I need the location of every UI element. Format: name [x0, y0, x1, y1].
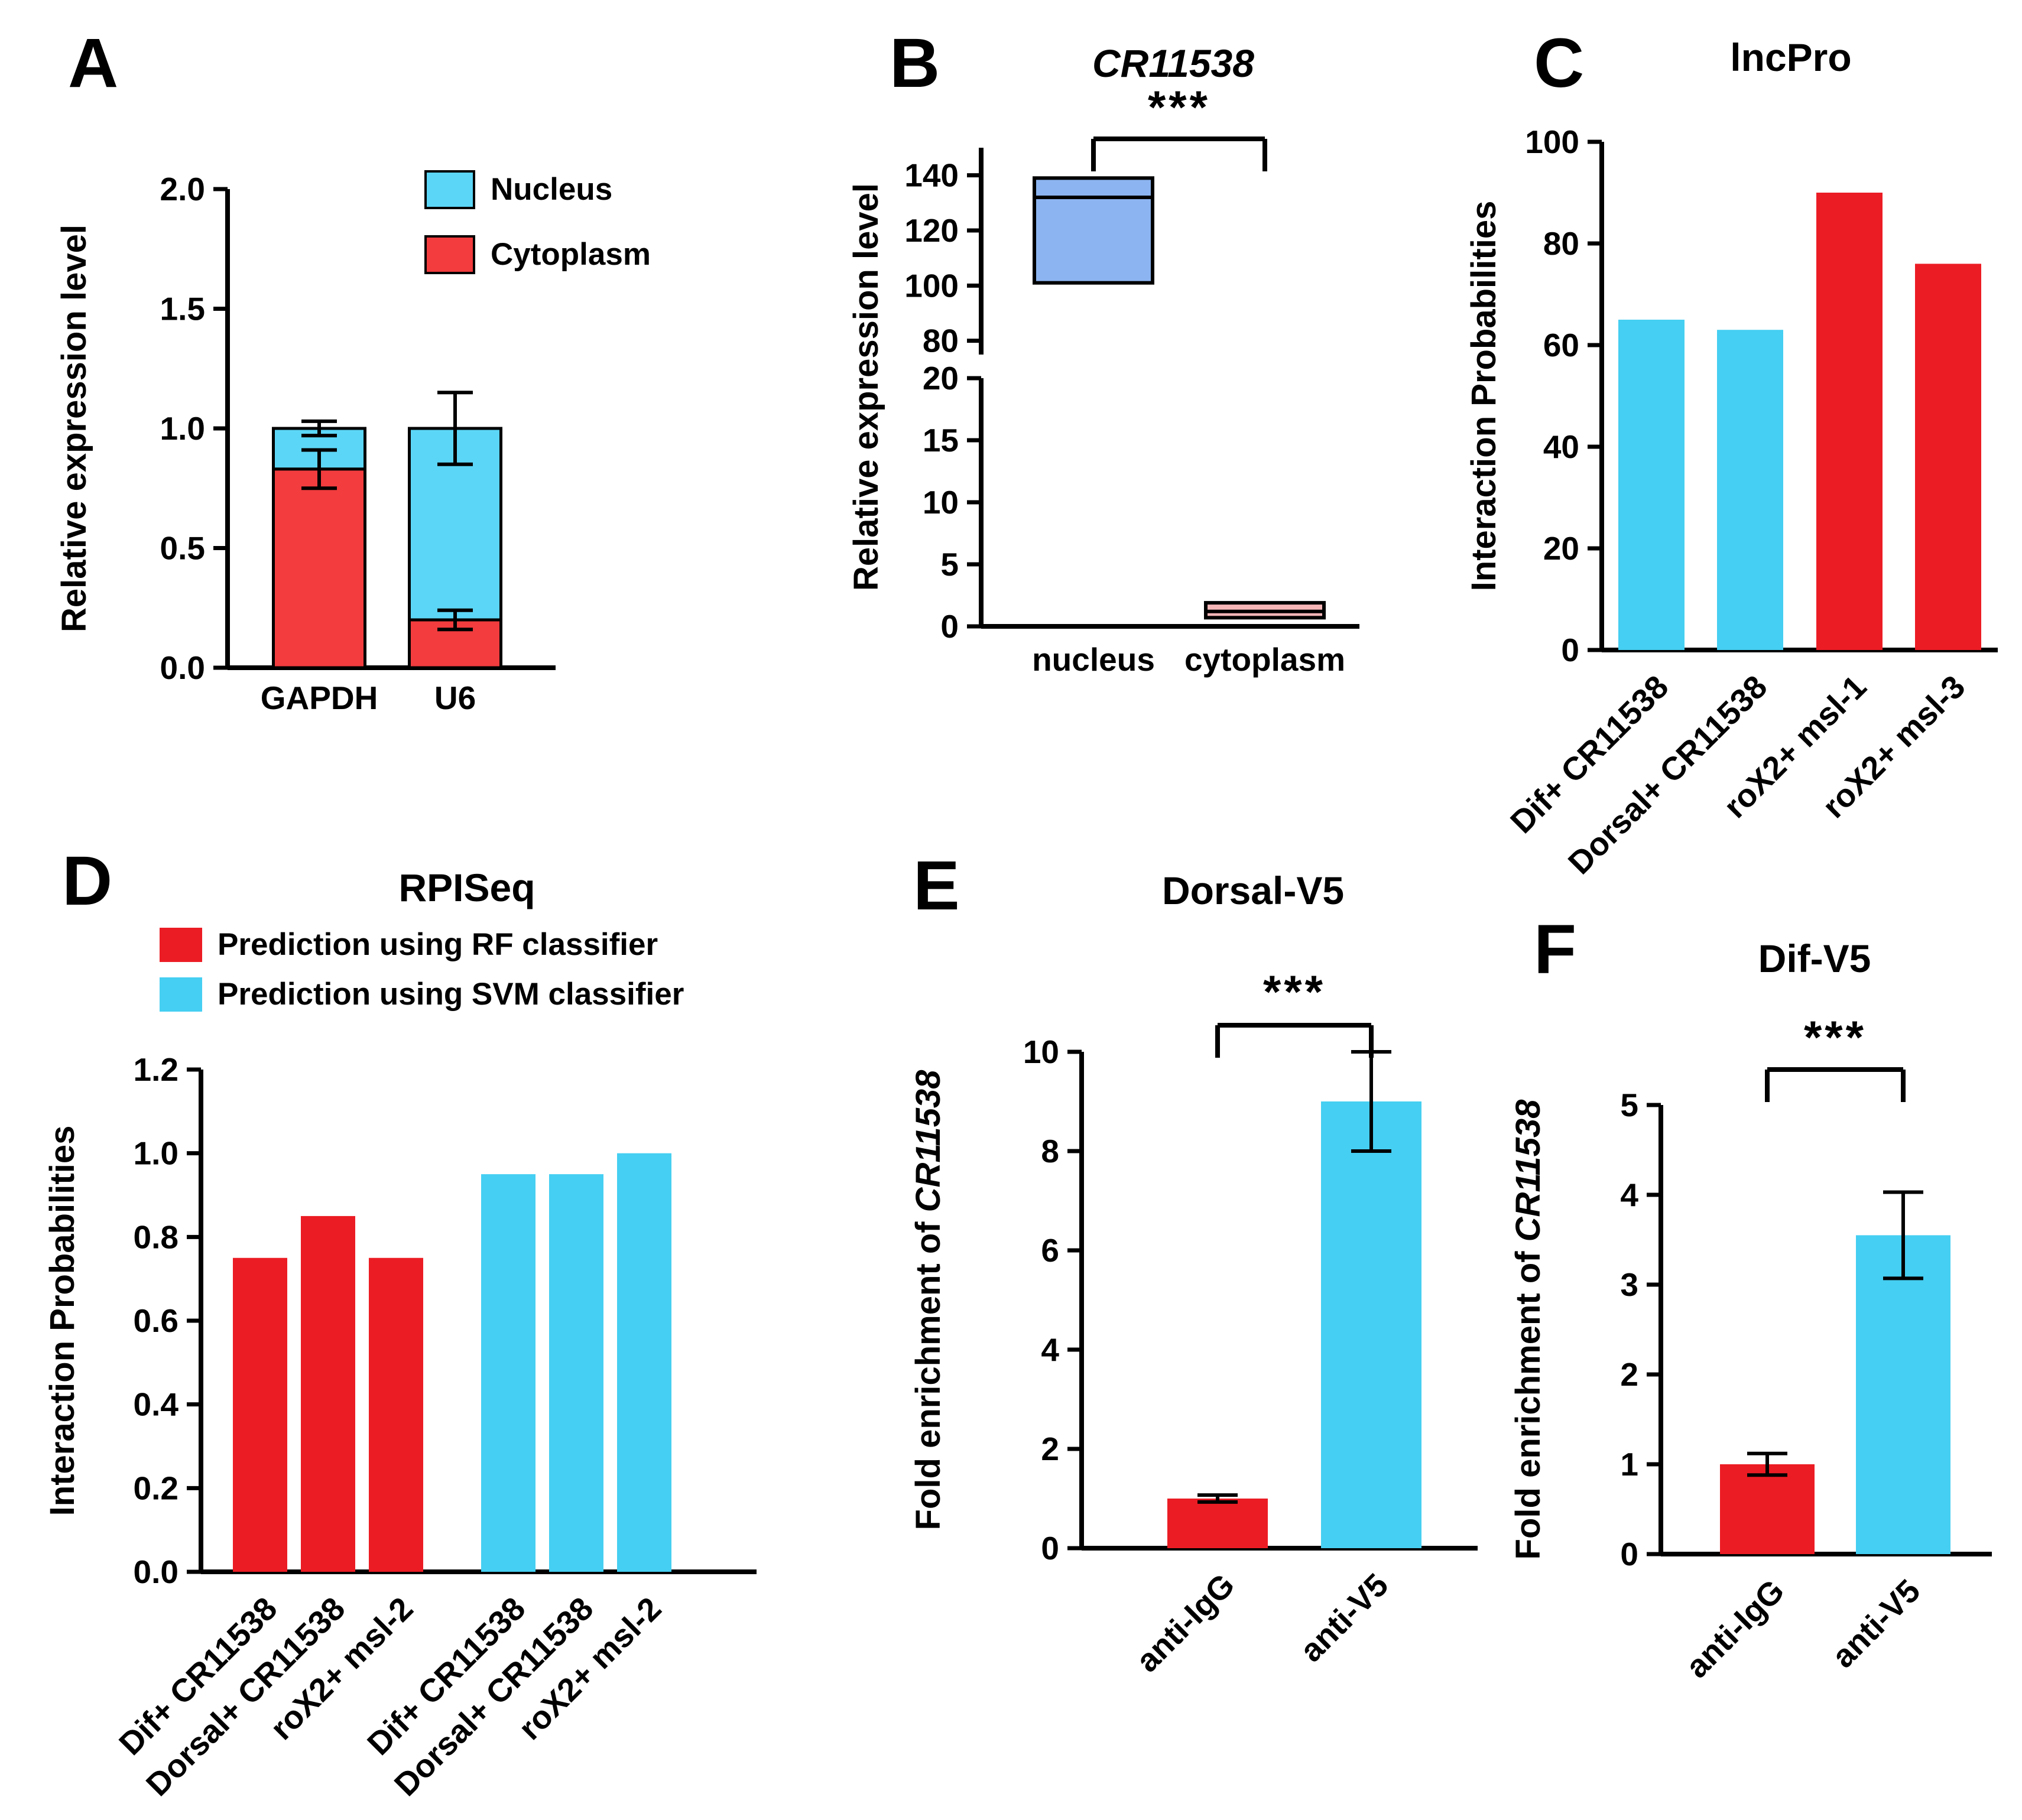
bar-cytoplasm-GAPDH: [272, 467, 366, 670]
panel-letter-c: C: [1534, 24, 1585, 102]
y-tick-label: 1.0: [134, 1135, 178, 1172]
panel-d-chart: RPISeq 0.0 0.2 0.4 0.6 0.8 1.0 1.2 Interaction P…: [43, 866, 757, 1803]
y-tick-label: 60: [1543, 327, 1579, 363]
legend-label: Prediction using RF classifier: [218, 927, 658, 962]
y-axis-label: Fold enrichment of CR11538: [909, 1070, 947, 1530]
bar-2-roX2+ msl-2: [369, 1257, 423, 1572]
y-axis-label: Relative expression level: [55, 225, 93, 632]
y-tick-label: 100: [904, 267, 959, 304]
y-tick-label: 5: [940, 546, 959, 583]
y-tick-label: 0: [1561, 632, 1579, 668]
legend-swatch: [160, 928, 202, 962]
x-category-label: anti-V5: [1825, 1572, 1927, 1675]
y-tick-label: 1.0: [160, 410, 205, 447]
bar-1-anti-V5: [1321, 1101, 1421, 1548]
y-tick-label: 0.0: [160, 649, 205, 686]
x-category-label: U6: [434, 680, 476, 716]
legend-swatch: [160, 977, 202, 1012]
panel-b-chart: CR11538 80 100 120 140 0 5 10 15 20 Relative expre…: [847, 41, 1359, 678]
y-tick-label: 80: [923, 323, 959, 359]
panel-title: RPISeq: [398, 866, 535, 909]
x-category-label: GAPDH: [261, 680, 378, 716]
panel-title: CR11538: [1092, 41, 1254, 85]
y-tick-label: 10: [1023, 1034, 1059, 1070]
panel-letter-f: F: [1534, 911, 1577, 989]
y-tick-label: 10: [923, 484, 959, 521]
panel-a-chart: 0.0 0.5 1.0 1.5 2.0 Relative expression level…: [55, 170, 651, 716]
panel-f-chart: Dif-V5 0 1 2 3 4 5 Fold enrichment of CR11538 an…: [1509, 937, 1992, 1685]
bar-1-Dorsal+ CR11538: [301, 1216, 355, 1572]
y-tick-label: 20: [923, 360, 959, 396]
y-axis-label: Interaction Probabilities: [43, 1126, 82, 1516]
y-tick-label: 0: [1620, 1536, 1638, 1572]
panel-letter-a: A: [68, 24, 119, 102]
bar-0-anti-IgG: [1167, 1499, 1268, 1548]
y-tick-label: 120: [904, 212, 959, 249]
panel-e-chart: Dorsal-V5 0 2 4 6 8 10 Fold enrichment of CR115…: [909, 869, 1478, 1679]
y-tick-label: 3: [1620, 1266, 1638, 1303]
significance-stars: ***: [1804, 1011, 1867, 1063]
y-tick-label: 0.8: [134, 1218, 178, 1255]
bar-5-roX2+ msl-2: [617, 1153, 671, 1572]
y-tick-label: 15: [923, 422, 959, 459]
y-tick-label: 8: [1041, 1133, 1059, 1169]
y-tick-label: 80: [1543, 225, 1579, 262]
significance-stars: ***: [1148, 81, 1210, 133]
panel-title: lncPro: [1730, 35, 1851, 79]
bar-4-Dorsal+ CR11538: [549, 1174, 603, 1572]
bar-3-Dif+ CR11538: [481, 1174, 535, 1572]
y-tick-label: 0.0: [134, 1554, 178, 1590]
legend-swatch: [424, 235, 475, 274]
x-category-label: anti-IgG: [1679, 1572, 1791, 1685]
y-tick-label: 5: [1620, 1087, 1638, 1123]
legend-label: Nucleus: [491, 172, 612, 207]
bar-0-anti-IgG: [1720, 1464, 1815, 1554]
y-tick-label: 1: [1620, 1446, 1638, 1483]
y-tick-label: 0.2: [134, 1470, 178, 1506]
bar-3-roX2+ msl-3: [1915, 264, 1981, 650]
box-nucleus: [1033, 176, 1154, 285]
bar-0-Dif+ CR11538: [233, 1257, 287, 1572]
y-axis-label: Interaction Probabilities: [1465, 201, 1503, 592]
bar-1-anti-V5: [1856, 1235, 1950, 1554]
panel-c-chart: lncPro 0 20 40 60 80 100 Interaction Probabilit…: [1465, 35, 1998, 881]
y-tick-label: 1.2: [134, 1051, 178, 1088]
significance-stars: ***: [1263, 966, 1326, 1018]
legend-swatch: [424, 170, 475, 209]
y-tick-label: 40: [1543, 428, 1579, 465]
y-tick-label: 0: [940, 608, 959, 645]
x-category-label: anti-IgG: [1129, 1566, 1242, 1679]
y-tick-label: 140: [904, 157, 959, 194]
panel-letter-b: B: [890, 24, 940, 102]
panel-letter-e: E: [913, 847, 960, 925]
legend-label: Prediction using SVM classifier: [218, 977, 684, 1012]
legend-label: Cytoplasm: [491, 237, 651, 272]
y-tick-label: 100: [1525, 124, 1579, 160]
y-tick-label: 0.6: [134, 1302, 178, 1339]
y-axis-label: Relative expression level: [847, 183, 885, 591]
y-tick-label: 1.5: [160, 291, 205, 327]
y-tick-label: 0.4: [134, 1386, 179, 1423]
x-category-label: nucleus: [1032, 641, 1155, 678]
y-tick-label: 6: [1041, 1232, 1059, 1269]
bar-0-Dif+ CR11538: [1618, 320, 1685, 650]
panel-letter-d: D: [62, 842, 113, 920]
y-tick-label: 0.5: [160, 530, 205, 567]
x-category-label: anti-V5: [1293, 1566, 1395, 1669]
y-tick-label: 4: [1041, 1331, 1059, 1368]
y-tick-label: 20: [1543, 530, 1579, 567]
y-tick-label: 4: [1620, 1176, 1638, 1213]
y-tick-label: 2: [1620, 1356, 1638, 1393]
panel-title: Dorsal-V5: [1162, 869, 1344, 912]
y-tick-label: 2: [1041, 1431, 1059, 1467]
y-axis-label: Fold enrichment of CR11538: [1509, 1099, 1547, 1560]
panel-title: Dif-V5: [1758, 937, 1871, 980]
bar-2-roX2+ msl-1: [1816, 193, 1883, 650]
y-tick-label: 0: [1041, 1530, 1059, 1566]
bar-1-Dorsal+ CR11538: [1717, 330, 1783, 650]
y-tick-label: 2.0: [160, 171, 205, 207]
x-category-label: cytoplasm: [1184, 641, 1345, 678]
